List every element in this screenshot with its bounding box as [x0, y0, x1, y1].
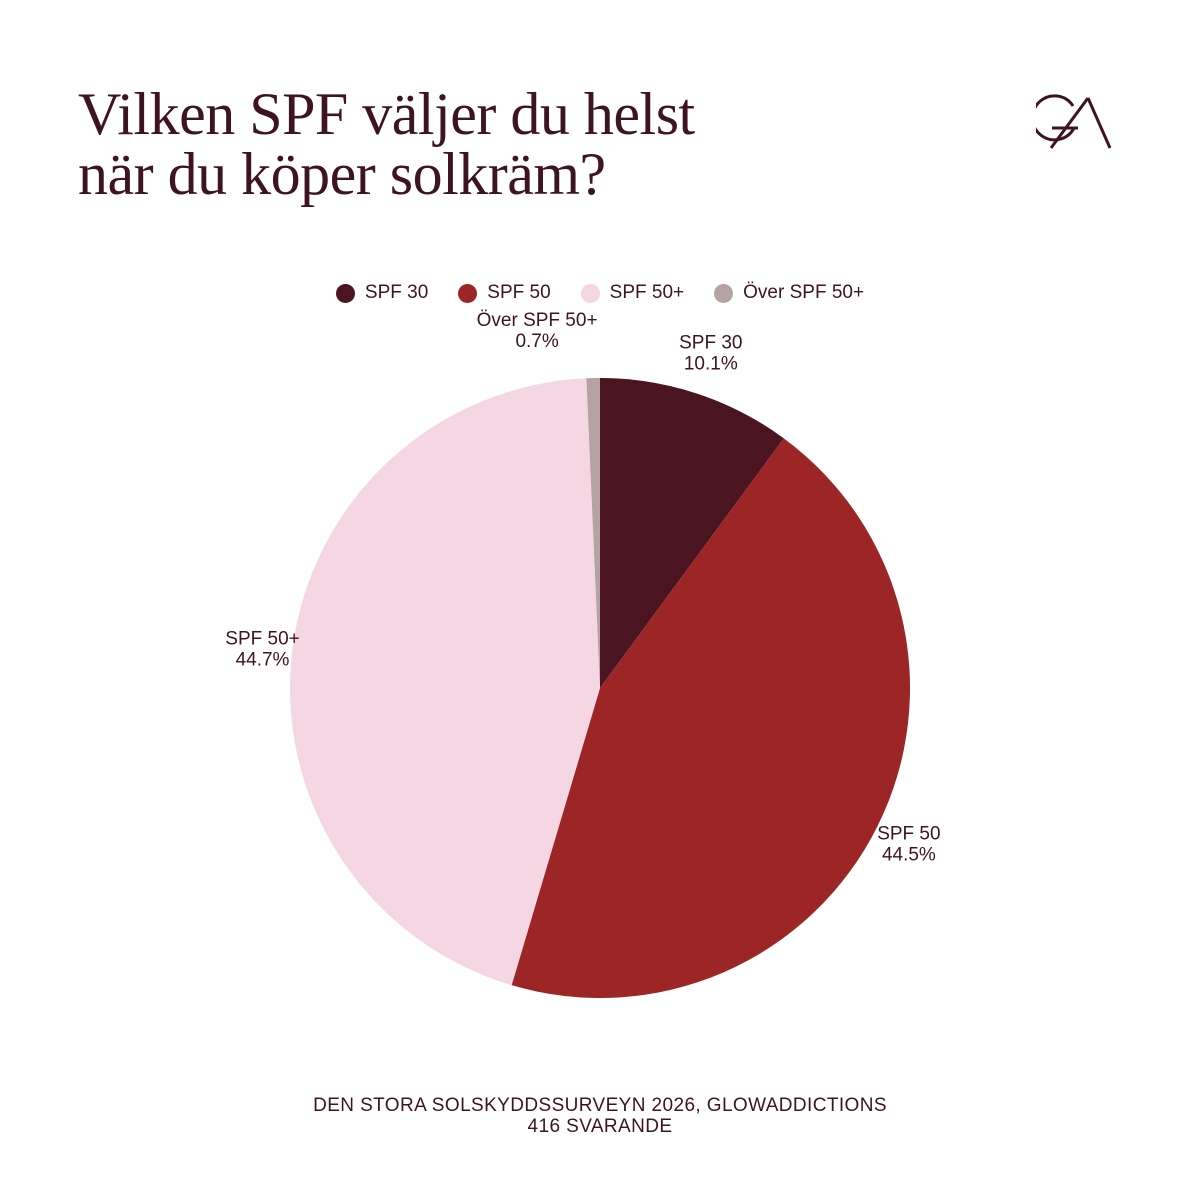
legend-label: Över SPF 50+	[743, 282, 865, 303]
legend-label: SPF 30	[364, 282, 429, 303]
chart-legend: SPF 30 SPF 50 SPF 50+ Över SPF 50+	[0, 282, 1200, 304]
slice-value-label: 10.1%	[684, 354, 738, 375]
slice-value-label: 44.7%	[236, 649, 290, 670]
pie-slice-spf-30	[600, 378, 784, 688]
chart-title: Vilken SPF väljer du helst när du köper …	[78, 84, 695, 204]
legend-swatch	[580, 283, 600, 303]
respondents-text: 416 SVARANDE	[527, 1116, 673, 1137]
pie-slice-over-spf-50-plus	[586, 378, 600, 688]
slice-category-label: SPF 50+	[225, 628, 299, 649]
legend-label: SPF 50+	[609, 282, 685, 303]
legend-swatch	[458, 283, 478, 303]
legend-item-spf-50: SPF 50	[458, 282, 551, 304]
slice-value-label: 44.5%	[882, 845, 936, 866]
legend-label: SPF 50	[487, 282, 551, 303]
chart-title-line-1: Vilken SPF väljer du helst	[78, 81, 695, 147]
pie-slice-spf-50	[511, 438, 911, 999]
legend-item-over-spf-50-plus: Över SPF 50+	[714, 282, 864, 304]
slice-category-label: Över SPF 50+	[477, 310, 598, 331]
legend-item-spf-50-plus: SPF 50+	[580, 282, 685, 304]
slice-value-label: 0.7%	[515, 331, 558, 352]
slice-label-over-spf-50-plus: Över SPF 50+0.7%	[477, 310, 598, 352]
chart-source-footer: DEN STORA SOLSKYDDSSURVEYN 2026, GLOWADD…	[0, 1095, 1200, 1137]
legend-item-spf-30: SPF 30	[335, 282, 429, 304]
pie-slice-spf-50-plus	[290, 378, 600, 986]
chart-title-line-2: när du köper solkräm?	[78, 141, 606, 207]
ga-monogram-icon	[1036, 94, 1112, 149]
slice-category-label: SPF 30	[679, 333, 742, 354]
legend-swatch	[714, 283, 734, 303]
legend-swatch	[335, 283, 355, 303]
slice-label-spf-50-plus: SPF 50+44.7%	[225, 628, 299, 670]
slice-category-label: SPF 50	[877, 824, 940, 845]
source-text: DEN STORA SOLSKYDDSSURVEYN 2026, GLOWADD…	[313, 1095, 887, 1116]
pie-slices	[290, 378, 911, 999]
